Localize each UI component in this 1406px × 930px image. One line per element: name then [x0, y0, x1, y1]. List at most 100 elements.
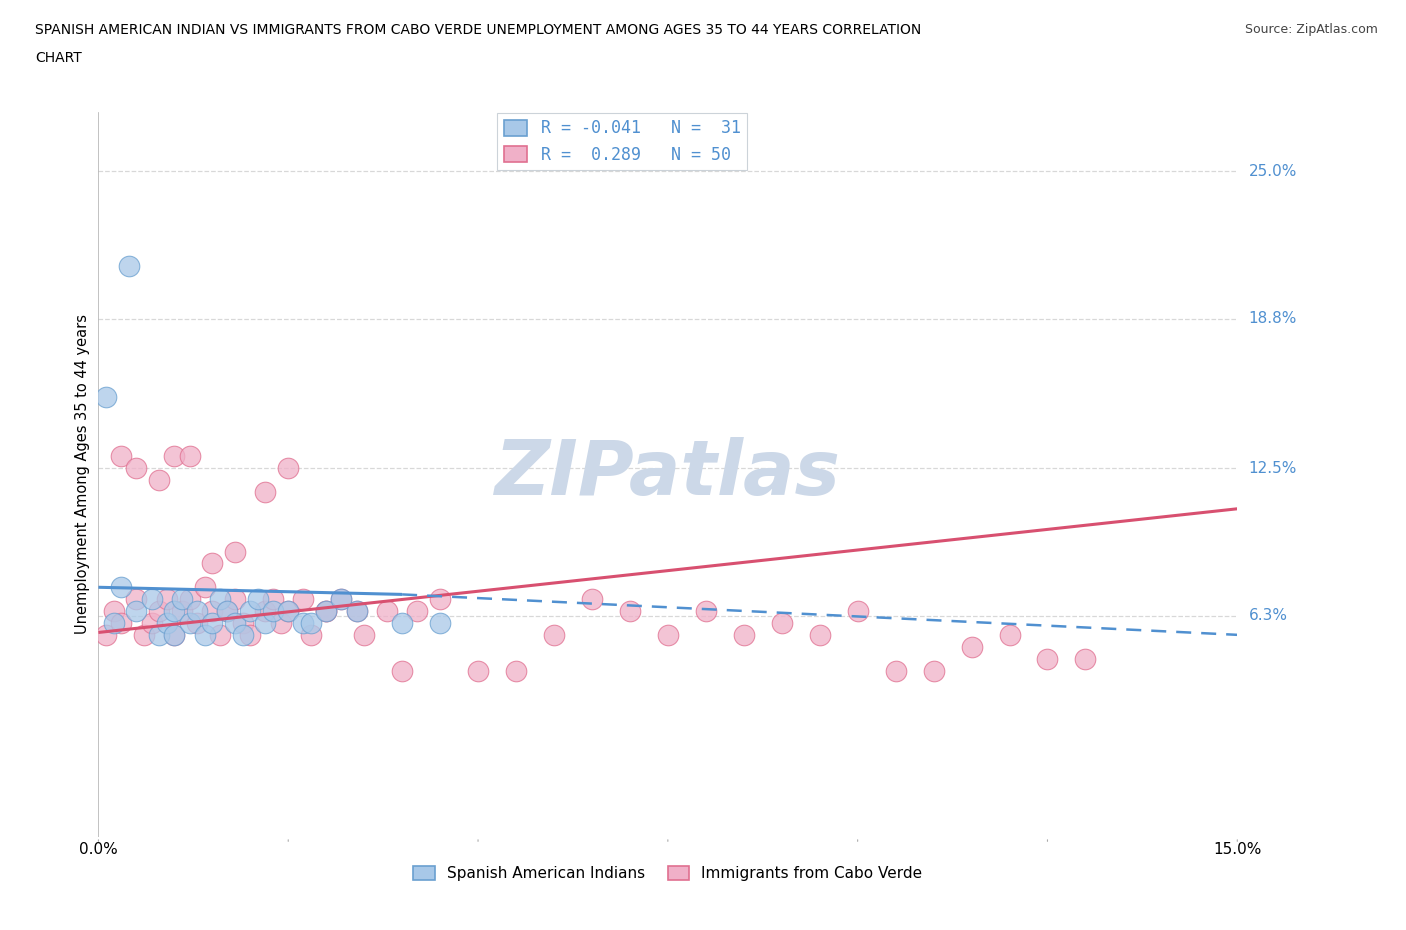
Point	[179, 591, 201, 606]
Point	[505, 663, 527, 678]
Point	[239, 628, 262, 643]
Point	[194, 579, 217, 594]
Point	[103, 604, 125, 618]
Point	[391, 616, 413, 631]
Point	[846, 604, 869, 618]
Point	[246, 591, 269, 606]
Point	[299, 616, 322, 631]
Text: 6.3%: 6.3%	[1249, 608, 1288, 623]
Point	[657, 628, 679, 643]
Point	[254, 604, 277, 618]
Point	[125, 591, 148, 606]
Point	[179, 616, 201, 631]
Point	[179, 449, 201, 464]
Point	[960, 639, 983, 654]
Point	[922, 663, 945, 678]
Point	[1074, 651, 1097, 666]
Point	[292, 616, 315, 631]
Point	[186, 616, 208, 631]
Text: SPANISH AMERICAN INDIAN VS IMMIGRANTS FROM CABO VERDE UNEMPLOYMENT AMONG AGES 35: SPANISH AMERICAN INDIAN VS IMMIGRANTS FR…	[35, 23, 921, 37]
Point	[239, 604, 262, 618]
Point	[132, 628, 155, 643]
Point	[141, 616, 163, 631]
Point	[429, 591, 451, 606]
Point	[1036, 651, 1059, 666]
Point	[163, 628, 186, 643]
Point	[254, 485, 277, 499]
Point	[201, 616, 224, 631]
Point	[110, 449, 132, 464]
Point	[94, 628, 117, 643]
Point	[315, 604, 337, 618]
Point	[770, 616, 793, 631]
Point	[194, 628, 217, 643]
Legend: Spanish American Indians, Immigrants from Cabo Verde: Spanish American Indians, Immigrants fro…	[408, 859, 928, 887]
Point	[467, 663, 489, 678]
Point	[125, 604, 148, 618]
Point	[346, 604, 368, 618]
Point	[141, 591, 163, 606]
Point	[391, 663, 413, 678]
Point	[170, 591, 193, 606]
Point	[884, 663, 907, 678]
Point	[330, 591, 353, 606]
Point	[118, 259, 141, 273]
Point	[148, 628, 170, 643]
Point	[170, 604, 193, 618]
Point	[208, 628, 231, 643]
Point	[224, 616, 246, 631]
Point	[110, 579, 132, 594]
Point	[262, 591, 284, 606]
Point	[224, 544, 246, 559]
Point	[277, 461, 299, 476]
Point	[217, 604, 239, 618]
Text: CHART: CHART	[35, 51, 82, 65]
Point	[201, 556, 224, 571]
Y-axis label: Unemployment Among Ages 35 to 44 years: Unemployment Among Ages 35 to 44 years	[75, 314, 90, 634]
Point	[232, 628, 254, 643]
Point	[346, 604, 368, 618]
Point	[217, 604, 239, 618]
Point	[224, 591, 246, 606]
Point	[201, 604, 224, 618]
Point	[292, 591, 315, 606]
Point	[277, 604, 299, 618]
Point	[330, 591, 353, 606]
Point	[353, 628, 375, 643]
Point	[163, 604, 186, 618]
Point	[156, 591, 179, 606]
Point	[208, 591, 231, 606]
Point	[299, 628, 322, 643]
Text: Source: ZipAtlas.com: Source: ZipAtlas.com	[1244, 23, 1378, 36]
Text: 18.8%: 18.8%	[1249, 311, 1296, 326]
Point	[103, 616, 125, 631]
Point	[315, 604, 337, 618]
Point	[808, 628, 831, 643]
Point	[277, 604, 299, 618]
Point	[94, 390, 117, 405]
Point	[232, 616, 254, 631]
Point	[619, 604, 641, 618]
Point	[254, 616, 277, 631]
Text: 12.5%: 12.5%	[1249, 461, 1296, 476]
Point	[148, 604, 170, 618]
Point	[406, 604, 429, 618]
Text: 25.0%: 25.0%	[1249, 164, 1296, 179]
Point	[581, 591, 603, 606]
Point	[156, 616, 179, 631]
Point	[429, 616, 451, 631]
Point	[733, 628, 755, 643]
Point	[125, 461, 148, 476]
Point	[315, 604, 337, 618]
Point	[186, 604, 208, 618]
Point	[163, 449, 186, 464]
Point	[262, 604, 284, 618]
Point	[543, 628, 565, 643]
Point	[110, 616, 132, 631]
Point	[375, 604, 398, 618]
Text: ZIPatlas: ZIPatlas	[495, 437, 841, 512]
Point	[998, 628, 1021, 643]
Point	[148, 472, 170, 487]
Point	[695, 604, 717, 618]
Point	[270, 616, 292, 631]
